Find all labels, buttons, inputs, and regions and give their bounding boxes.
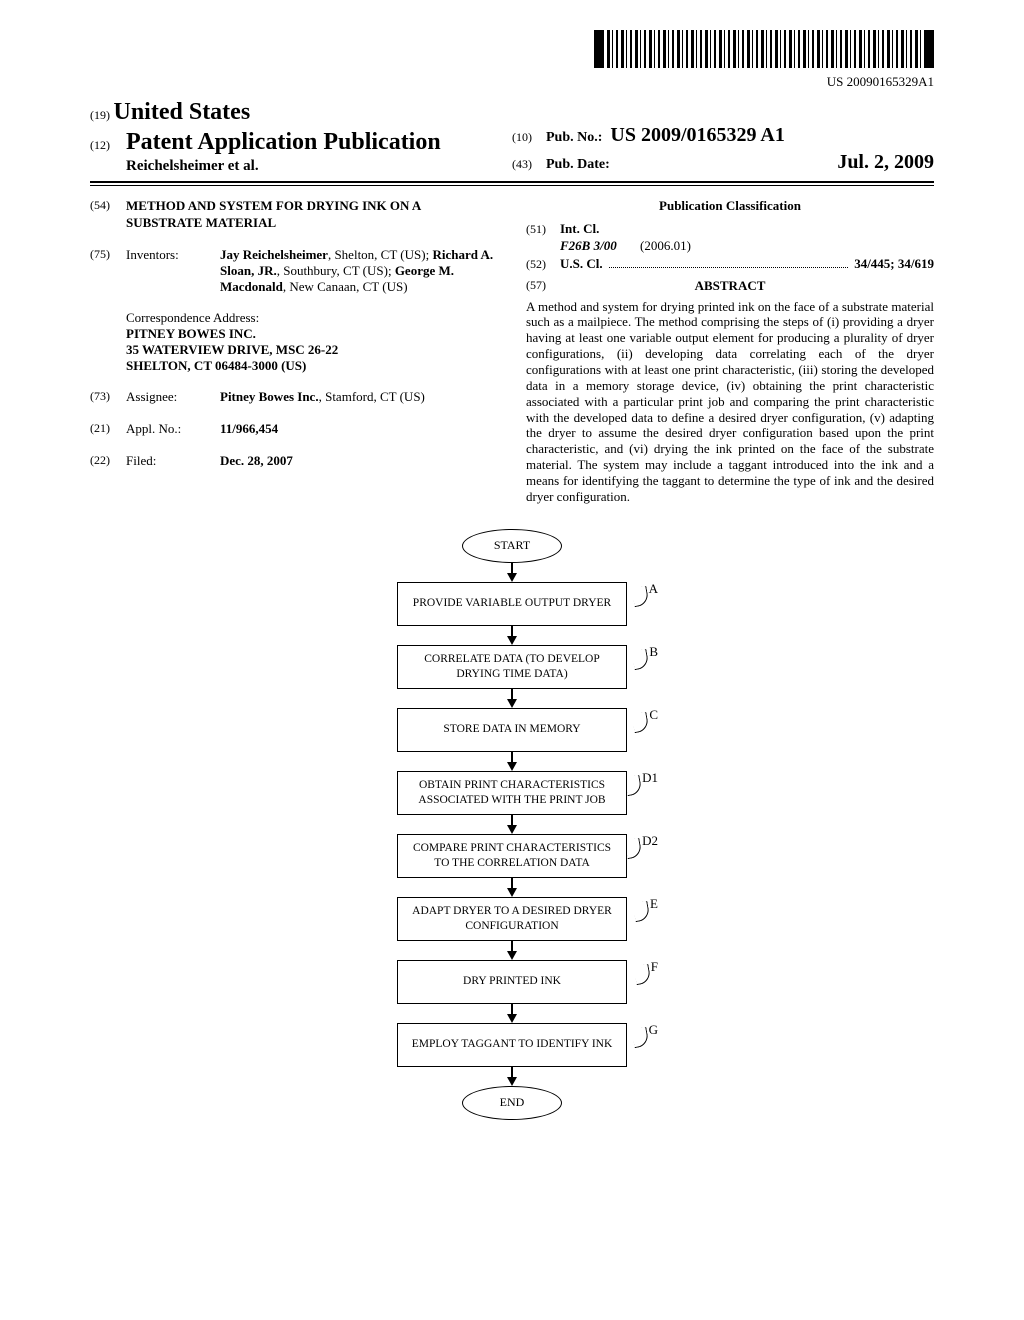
flowchart: START PROVIDE VARIABLE OUTPUT DRYERA CORR…: [322, 529, 702, 1120]
applno-row: (21) Appl. No.: 11/966,454: [90, 421, 498, 437]
title-num: (54): [90, 198, 126, 231]
flow-arrow: [322, 1067, 702, 1086]
flow-step-F: DRY PRINTED INKF: [397, 960, 627, 1004]
barcode-label: US 20090165329A1: [90, 74, 934, 90]
assignee-lbl: Assignee:: [126, 389, 220, 405]
uscl-lbl: U.S. Cl.: [560, 256, 603, 272]
intcl-year: (2006.01): [640, 238, 691, 254]
correspondence-line-0: PITNEY BOWES INC.: [126, 326, 498, 342]
uscl-num: (52): [526, 257, 560, 272]
inventors-row: (75) Inventors: Jay Reichelsheimer, Shel…: [90, 247, 498, 296]
pubtype-num: (12): [90, 138, 126, 153]
inventors-lbl: Inventors:: [126, 247, 220, 296]
flow-step-E: ADAPT DRYER TO A DESIRED DRYER CONFIGURA…: [397, 897, 627, 941]
pubdate-line: (43) Pub. Date: Jul. 2, 2009: [512, 150, 934, 175]
flow-step-label: D1: [642, 770, 658, 786]
assignee-num: (73): [90, 389, 126, 405]
applno-lbl: Appl. No.:: [126, 421, 220, 437]
flow-arrow: [322, 941, 702, 960]
intcl-num: (51): [526, 222, 560, 237]
flow-step-label: G: [649, 1022, 658, 1038]
intcl-row: (51) Int. Cl.: [526, 221, 934, 237]
abstract-title: ABSTRACT: [695, 278, 766, 293]
pubdate-num: (43): [512, 157, 546, 172]
flow-step-D1: OBTAIN PRINT CHARACTERISTICS ASSOCIATED …: [397, 771, 627, 815]
flow-step-A: PROVIDE VARIABLE OUTPUT DRYERA: [397, 582, 627, 626]
country-line: (19) United States: [90, 97, 512, 127]
pubno-val: US 2009/0165329 A1: [610, 123, 784, 148]
authors-line: Reichelsheimer et al.: [90, 157, 512, 176]
bib-right: Publication Classification (51) Int. Cl.…: [526, 198, 934, 504]
pubclass-head: Publication Classification: [526, 198, 934, 214]
correspondence-lbl: Correspondence Address:: [126, 310, 498, 326]
correspondence-line-2: SHELTON, CT 06484-3000 (US): [126, 358, 498, 374]
flow-arrow: [322, 563, 702, 582]
pubtype: Patent Application Publication: [126, 127, 441, 157]
filed-lbl: Filed:: [126, 453, 220, 469]
rule-top2: [90, 185, 934, 186]
inventors-num: (75): [90, 247, 126, 296]
country-num: (19): [90, 108, 110, 122]
flow-arrow: [322, 626, 702, 645]
inventors-val: Jay Reichelsheimer, Shelton, CT (US); Ri…: [220, 247, 498, 296]
pubdate-lbl: Pub. Date:: [546, 156, 610, 174]
uscl-val: 34/445; 34/619: [854, 256, 934, 272]
intcl-code: F26B 3/00: [560, 238, 640, 254]
abstract-head: (57) ABSTRACT: [526, 278, 934, 294]
pubno-line: (10) Pub. No.: US 2009/0165329 A1: [512, 123, 934, 148]
flow-step-label: B: [649, 644, 658, 660]
flow-start: START: [462, 529, 562, 563]
flow-step-label: A: [649, 581, 658, 597]
header-row: (19) United States (12) Patent Applicati…: [90, 97, 934, 176]
title-val: METHOD AND SYSTEM FOR DRYING INK ON A SU…: [126, 198, 498, 231]
biblio-columns: (54) METHOD AND SYSTEM FOR DRYING INK ON…: [90, 198, 934, 504]
flow-step-label: C: [649, 707, 658, 723]
assignee-row: (73) Assignee: Pitney Bowes Inc., Stamfo…: [90, 389, 498, 405]
flow-arrow: [322, 878, 702, 897]
correspondence-line-1: 35 WATERVIEW DRIVE, MSC 26-22: [126, 342, 498, 358]
bib-left: (54) METHOD AND SYSTEM FOR DRYING INK ON…: [90, 198, 498, 504]
flow-step-C: STORE DATA IN MEMORYC: [397, 708, 627, 752]
abstract-text: A method and system for drying printed i…: [526, 299, 934, 505]
rule-top: [90, 181, 934, 183]
intcl-lbl: Int. Cl.: [560, 221, 634, 237]
flow-step-label: E: [650, 896, 658, 912]
flow-step-D2: COMPARE PRINT CHARACTERISTICS TO THE COR…: [397, 834, 627, 878]
flow-step-B: CORRELATE DATA (TO DEVELOP DRYING TIME D…: [397, 645, 627, 689]
title-row: (54) METHOD AND SYSTEM FOR DRYING INK ON…: [90, 198, 498, 231]
filed-val: Dec. 28, 2007: [220, 453, 498, 469]
pubtype-line: (12) Patent Application Publication: [90, 127, 512, 157]
flow-step-label: F: [651, 959, 658, 975]
barcode-graphic: [594, 30, 934, 68]
filed-row: (22) Filed: Dec. 28, 2007: [90, 453, 498, 469]
pubdate-val: Jul. 2, 2009: [837, 150, 934, 175]
uscl-dots: [609, 267, 849, 268]
flow-step-label: D2: [642, 833, 658, 849]
flow-arrow: [322, 1004, 702, 1023]
uscl-row: (52) U.S. Cl. 34/445; 34/619: [526, 256, 934, 272]
country: United States: [114, 99, 251, 125]
flow-step-G: EMPLOY TAGGANT TO IDENTIFY INKG: [397, 1023, 627, 1067]
flow-end: END: [462, 1086, 562, 1120]
pubno-lbl: Pub. No.:: [546, 129, 602, 147]
intcl-code-row: F26B 3/00 (2006.01): [526, 238, 934, 254]
pubno-num: (10): [512, 130, 546, 145]
applno-num: (21): [90, 421, 126, 437]
applno-val: 11/966,454: [220, 421, 498, 437]
flow-arrow: [322, 815, 702, 834]
barcode-region: [90, 30, 934, 72]
filed-num: (22): [90, 453, 126, 469]
correspondence-block: Correspondence Address: PITNEY BOWES INC…: [90, 310, 498, 375]
assignee-val: Pitney Bowes Inc., Stamford, CT (US): [220, 389, 498, 405]
abstract-num: (57): [526, 278, 546, 293]
flow-arrow: [322, 752, 702, 771]
flow-arrow: [322, 689, 702, 708]
